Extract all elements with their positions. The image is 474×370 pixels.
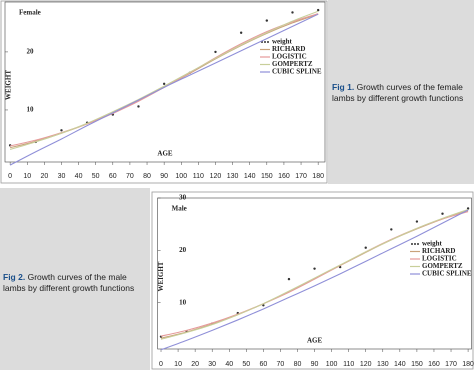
data-point (466, 207, 470, 210)
plot-frame (4, 1, 326, 163)
data-point (291, 11, 294, 14)
x-tick-label: 40 (75, 173, 83, 180)
legend-marker (267, 41, 269, 43)
x-axis-label: AGE (157, 150, 173, 158)
x-tick-label: 10 (174, 361, 182, 368)
x-tick-label: 130 (377, 361, 389, 368)
x-tick-label: 70 (277, 361, 285, 368)
x-tick-label: 100 (326, 361, 338, 368)
legend-label: RICHARD (422, 247, 455, 255)
x-tick-label: 70 (126, 173, 134, 180)
x-tick-label: 120 (360, 361, 372, 368)
x-tick-label: 90 (311, 361, 319, 368)
y-axis-label: WEIGHT (157, 261, 165, 291)
x-tick-label: 20 (191, 361, 199, 368)
data-point (265, 19, 269, 22)
caption-panel (0, 188, 150, 370)
data-point (262, 304, 265, 307)
data-point (390, 228, 393, 231)
x-axis-label: AGE (307, 337, 323, 345)
legend-label: weight (422, 240, 443, 248)
x-tick-label: 50 (92, 173, 100, 180)
legend-label: weight (272, 38, 293, 46)
x-tick-label: 80 (294, 361, 302, 368)
legend-label: GOMPERTZ (272, 60, 313, 68)
legend-marker (411, 243, 413, 245)
legend-label: CUBIC SPLINE (272, 68, 322, 76)
data-point (60, 129, 63, 132)
x-tick-label: 10 (23, 173, 31, 180)
caption-label: Fig 1. (332, 82, 355, 92)
x-tick-label: 160 (428, 361, 440, 368)
x-tick-label: 90 (160, 173, 168, 180)
data-point (214, 50, 217, 54)
y-tick-label: 10 (27, 106, 35, 114)
legend-label: LOGISTIC (272, 53, 307, 61)
legend-label: GOMPERTZ (422, 262, 463, 270)
caption: Fig 2. Growth curves of the male lambs b… (3, 272, 147, 294)
x-tick-label: 130 (227, 173, 239, 180)
legend-marker (417, 243, 419, 245)
legend-label: CUBIC SPLINE (422, 270, 472, 278)
x-tick-label: 170 (445, 361, 457, 368)
x-tick-label: 20 (40, 173, 48, 180)
x-tick-label: 110 (343, 361, 354, 368)
y-axis-label: WEIGHT (5, 70, 13, 100)
data-point (137, 105, 140, 108)
x-tick-label: 80 (143, 173, 151, 180)
chart-title: Male (172, 205, 187, 213)
x-tick-label: 120 (210, 173, 222, 180)
x-tick-label: 0 (159, 361, 163, 368)
x-tick-label: 110 (193, 173, 204, 180)
y-tick-label: 10 (179, 298, 187, 306)
x-tick-label: 40 (225, 361, 233, 368)
x-tick-label: 100 (175, 173, 187, 180)
caption-text: Growth curves of the male lambs by diffe… (3, 272, 135, 293)
x-tick-label: 30 (58, 173, 66, 180)
x-tick-label: 150 (261, 173, 273, 180)
data-point (313, 267, 316, 270)
legend-label: LOGISTIC (422, 255, 457, 263)
chart-title: Female (19, 9, 41, 17)
data-point (162, 82, 166, 86)
y-tick-label: 20 (27, 48, 35, 56)
y-tick-label: 20 (179, 246, 187, 254)
x-tick-label: 50 (242, 361, 250, 368)
data-point (415, 220, 419, 223)
data-point (338, 265, 342, 269)
curve (9, 10, 319, 150)
legend-marker (414, 243, 416, 245)
caption-label: Fig 2. (3, 272, 26, 282)
curve (9, 13, 319, 166)
x-tick-label: 30 (208, 361, 216, 368)
x-tick-label: 170 (295, 173, 307, 180)
data-point (316, 8, 320, 12)
x-tick-label: 140 (244, 173, 256, 180)
x-tick-label: 180 (312, 173, 324, 180)
caption: Fig 1. Growth curves of the female lambs… (332, 82, 472, 104)
legend-label: RICHARD (272, 45, 305, 53)
x-tick-label: 160 (278, 173, 290, 180)
x-tick-label: 60 (259, 361, 267, 368)
data-point (441, 212, 444, 215)
caption-panel (328, 0, 474, 184)
x-tick-label: 0 (8, 173, 12, 180)
data-point (239, 31, 243, 34)
data-point (364, 246, 367, 249)
curve (160, 209, 469, 351)
x-tick-label: 140 (394, 361, 406, 368)
x-tick-label: 60 (109, 173, 117, 180)
data-point (287, 277, 291, 281)
curve (160, 208, 469, 340)
caption-text: Growth curves of the female lambs by dif… (332, 82, 464, 103)
x-tick-label: 150 (411, 361, 423, 368)
x-tick-label: 180 (462, 361, 474, 368)
legend-marker (264, 41, 266, 43)
y-tick-label: 30 (179, 194, 187, 202)
